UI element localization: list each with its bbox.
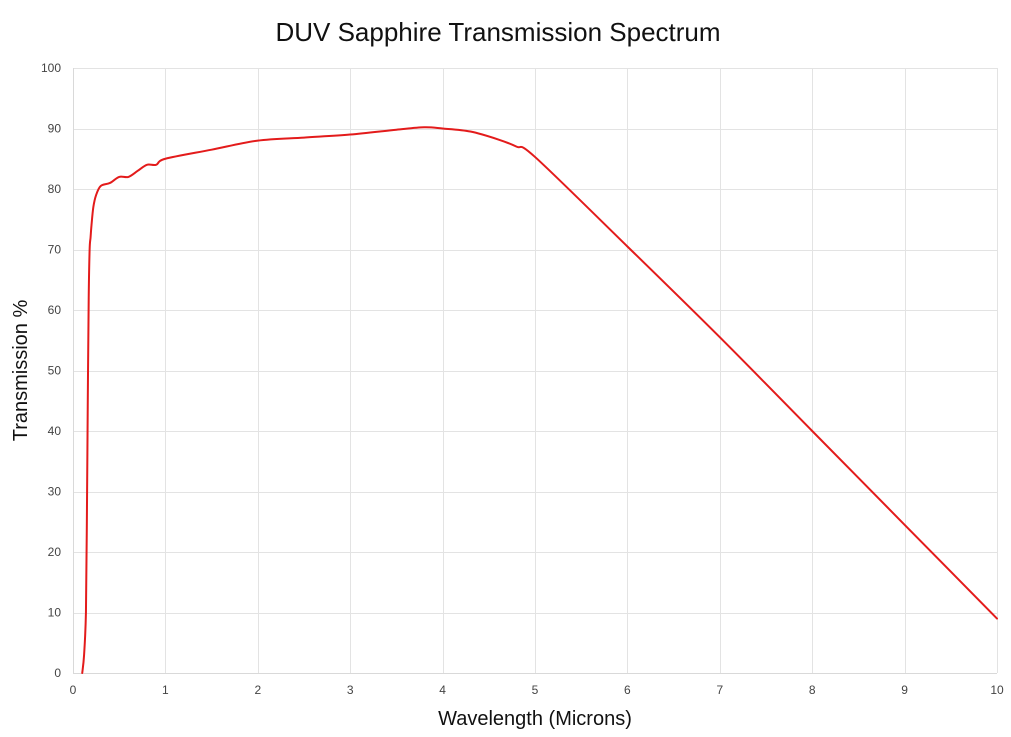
y-tick-label: 80 [48, 182, 62, 196]
transmission-series-line [81, 126, 998, 674]
x-tick-label: 3 [347, 683, 354, 697]
x-tick-label: 7 [716, 683, 723, 697]
x-tick-label: 9 [901, 683, 908, 697]
x-tick-label: 2 [254, 683, 261, 697]
axis-layer [73, 68, 997, 674]
x-tick-label: 0 [70, 683, 77, 697]
x-axis-title: Wavelength (Microns) [438, 708, 632, 730]
series-layer [81, 126, 998, 674]
x-tick-label: 4 [439, 683, 446, 697]
x-tick-label: 5 [532, 683, 539, 697]
y-tick-label: 10 [48, 606, 62, 620]
y-tick-label: 100 [41, 61, 61, 75]
y-tick-label: 60 [48, 303, 62, 317]
y-tick-label: 70 [48, 243, 62, 257]
x-tick-label: 10 [990, 683, 1004, 697]
y-axis-title: Transmission % [10, 300, 32, 442]
y-tick-label: 90 [48, 122, 62, 136]
y-tick-label: 40 [48, 424, 62, 438]
y-tick-label: 0 [54, 666, 61, 680]
y-tick-label: 30 [48, 485, 62, 499]
x-tick-label: 1 [162, 683, 169, 697]
grid-layer [73, 68, 998, 674]
y-tick-label: 50 [48, 364, 62, 378]
y-tick-label: 20 [48, 545, 62, 559]
x-tick-label: 8 [809, 683, 816, 697]
chart-title: DUV Sapphire Transmission Spectrum [275, 17, 720, 47]
x-tick-label: 6 [624, 683, 631, 697]
